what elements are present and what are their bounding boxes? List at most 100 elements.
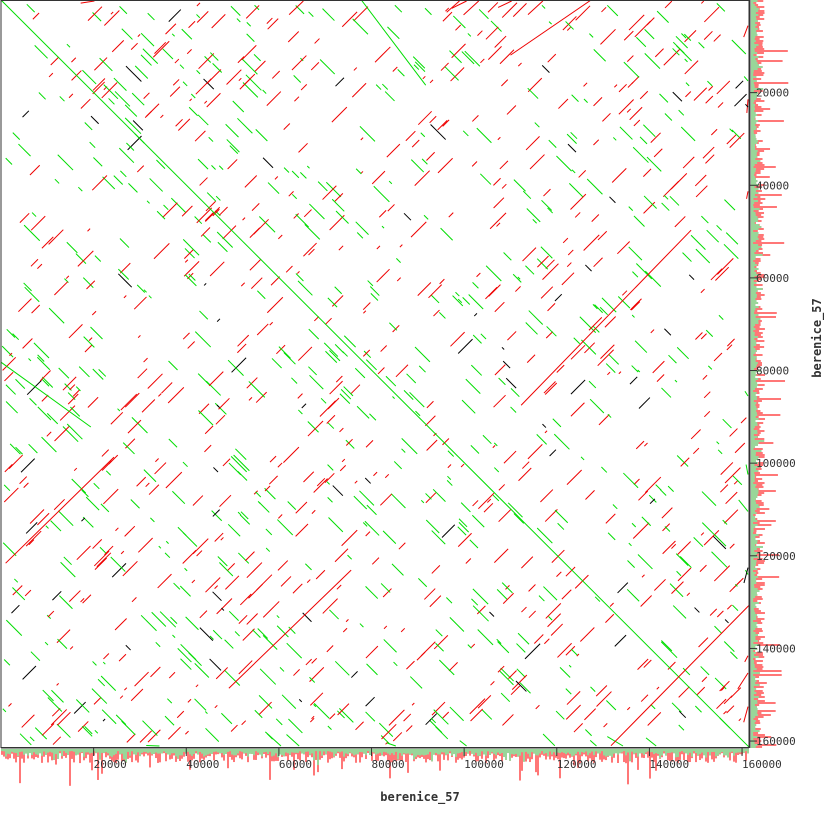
x-hist-bar [671,749,673,762]
alignment-mark [281,694,297,709]
y-hist-bar-green [751,606,757,608]
x-hist-bar-green [559,749,561,754]
y-hist-bar-green [751,88,764,90]
x-hist-bar-green [435,749,437,753]
alignment-mark [180,643,197,661]
x-hist-bar-green [561,749,563,753]
alignment-mark [632,146,649,163]
alignment-mark [271,70,281,79]
alignment-mark [100,675,117,691]
y-hist-bar [751,326,760,328]
y-hist-bar [751,660,763,662]
alignment-mark [573,337,581,345]
x-hist-bar-green [201,749,203,754]
alignment-mark [485,26,499,40]
x-hist-bar [329,749,331,760]
alignment-mark [347,554,353,560]
y-hist-bar-green [751,386,757,388]
alignment-mark [493,442,498,447]
y-hist-bar-green [751,116,756,118]
y-hist-bar-green [751,530,754,532]
alignment-mark [41,723,55,736]
y-hist-bar-green [751,40,756,42]
alignment-mark [230,456,248,473]
alignment-mark [295,273,304,282]
x-hist-bar-green [579,749,581,755]
alignment-mark [9,443,21,455]
alignment-mark [93,157,103,167]
alignment-mark [148,295,152,299]
alignment-mark [104,545,114,556]
alignment-mark [740,417,747,424]
x-hist-bar-green [17,749,19,757]
y-hist-bar-green [751,574,755,576]
y-hist-bar [751,284,763,286]
y-hist-bar [751,486,764,488]
y-hist-bar-green [751,402,757,404]
x-hist-bar-green [341,749,343,752]
x-hist-bar [591,749,593,762]
alignment-mark [145,482,150,488]
alignment-mark [585,490,595,500]
x-hist-bar-green [651,749,653,753]
alignment-mark [182,81,188,87]
alignment-mark [501,582,513,594]
y-hist-bar [751,346,765,348]
alignment-mark [446,480,453,486]
alignment-mark [297,280,313,296]
y-hist-bar [751,670,782,672]
alignment-mark [729,128,734,133]
alignment-mark [212,509,221,517]
y-hist-bar [751,190,762,192]
alignment-mark [192,495,204,506]
x-hist-bar-green [471,749,473,754]
alignment-mark [496,638,502,644]
x-hist-bar-green [149,749,151,753]
x-hist-bar-green [151,749,153,755]
y-hist-bar-green [751,532,754,534]
x-hist-bar [701,749,703,759]
x-hist-bar-green [169,749,171,756]
y-hist-bar-green [751,56,759,58]
y-hist-bar-green [751,314,759,316]
alignment-mark [217,556,228,567]
alignment-mark [540,246,553,259]
alignment-mark [161,382,173,394]
alignment-mark [682,252,692,262]
x-hist-bar-green [425,749,427,755]
x-hist-bar-green [99,749,101,760]
x-hist-bar [439,749,441,771]
alignment-mark [255,391,267,403]
alignment-mark [165,471,183,489]
alignment-mark [632,522,650,539]
y-hist-bar-green [751,690,755,692]
alignment-mark [732,580,741,589]
alignment-mark [373,185,390,203]
alignment-mark [476,272,481,278]
alignment-mark [628,206,634,211]
x-tick-label: 120000 [557,758,597,771]
alignment-mark [674,379,678,383]
alignment-mark [216,598,233,615]
alignment-mark [644,476,662,493]
alignment-mark [387,204,395,212]
alignment-mark [637,554,653,570]
x-hist-bar [729,749,731,761]
y-hist-bar-green [751,122,757,124]
y-hist-bar-green [751,188,759,190]
alignment-mark [164,552,171,559]
alignment-mark [637,658,649,670]
y-hist-bar-green [751,186,755,188]
x-hist-bar-green [507,749,509,754]
x-hist-bar [651,749,653,758]
alignment-mark [164,715,175,726]
y-hist-bar-green [751,466,759,468]
alignment-mark [526,354,536,363]
alignment-mark [541,65,550,73]
y-hist-bar-green [751,420,756,422]
x-hist-bar [377,749,379,761]
alignment-mark [200,227,211,237]
x-hist-bar-green [69,749,71,752]
x-hist-bar-green [287,749,289,754]
x-hist-bar-green [103,749,105,753]
